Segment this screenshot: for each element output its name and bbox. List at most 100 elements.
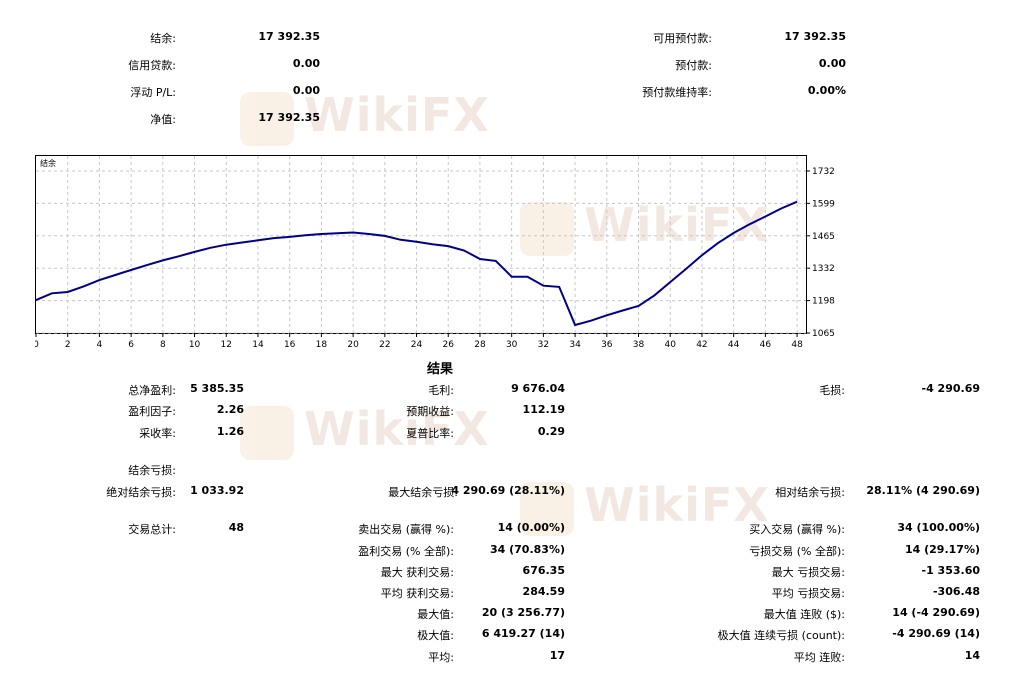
avg-consecutive-losses-value: 14 [964,649,980,662]
y-tick-label: 10652 [812,329,835,339]
free-margin-value: 17 392.35 [784,30,846,43]
x-tick-label: 46 [760,340,772,350]
maximal-loss-value: -4 290.69 (14) [892,627,980,640]
floating-pl-label: 浮动 P/L: [130,86,176,99]
y-tick-label: 17325 [812,167,835,177]
profit-factor-value: 2.26 [216,403,244,416]
maximal-profit-label: 极大值: [417,629,454,642]
x-tick-label: 44 [728,340,740,350]
wikifx-watermark: WikiFX [240,402,490,460]
x-tick-label: 2 [65,340,71,350]
x-tick-label: 16 [284,340,296,350]
largest-profit-value: 676.35 [522,564,565,577]
x-tick-label: 30 [506,340,518,350]
x-tick-label: 32 [538,340,549,350]
balance-label: 结余: [150,32,176,45]
margin-level-label: 预付款维持率: [642,86,712,99]
plot-frame [35,155,807,334]
balance-chart: 结余 0 2 4 6 8 10 12 14 16 18 20 22 24 26 28 30 32 34 36 38 40… [35,155,835,350]
x-tick-label: 48 [791,340,803,350]
net-profit-value: 5 385.35 [190,382,244,395]
x-tick-label: 4 [97,340,103,350]
sharpe-value: 0.29 [537,425,565,438]
y-tick-label: 14656 [812,232,835,242]
x-tick-label: 36 [601,340,613,350]
short-trades-value: 14 (0.00%) [497,521,565,534]
x-tick-label: 12 [221,340,232,350]
balance-value: 17 392.35 [258,30,320,43]
max-consecutive-wins-label: 最大值: [417,608,454,621]
balance-drawdown-label: 结余亏损: [128,464,176,477]
x-tick-label: 14 [252,340,264,350]
x-tick-label: 0 [35,340,39,350]
rel-drawdown-label: 相对结余亏损: [775,486,845,499]
gross-loss-label: 毛损: [819,384,845,397]
x-axis: 0 2 4 6 8 10 12 14 16 18 20 22 24 26 28 30 32 34 36 38 40 42 4… [35,333,803,350]
wikifx-watermark: WikiFX [520,478,770,536]
x-tick-label: 24 [411,340,423,350]
chart-grid [36,156,806,334]
wikifx-logo-icon [520,201,574,256]
maximal-profit-value: 6 419.27 (14) [481,627,565,640]
x-tick-label: 28 [474,340,486,350]
x-tick-label: 18 [316,340,328,350]
gross-profit-value: 9 676.04 [511,382,565,395]
expected-payoff-label: 预期收益: [406,405,454,418]
margin-value: 0.00 [818,57,846,70]
largest-loss-label: 最大 亏损交易: [771,566,845,579]
credit-value: 0.00 [292,57,320,70]
profit-factor-label: 盈利因子: [128,405,176,418]
credit-label: 信用贷款: [128,59,176,72]
max-consecutive-wins-value: 20 (3 256.77) [481,606,565,619]
x-tick-label: 38 [633,340,645,350]
margin-label: 预付款: [675,59,712,72]
avg-profit-label: 平均 获利交易: [380,587,454,600]
max-drawdown-value: 4 290.69 (28.11%) [451,484,565,497]
max-drawdown-label: 最大结余亏损: [388,486,458,499]
y-tick-label: 11987 [812,297,835,307]
profit-trades-value: 34 (70.83%) [489,543,565,556]
x-tick-label: 10 [189,340,201,350]
total-trades-label: 交易总计: [128,523,176,536]
wikifx-logo-icon [240,91,294,146]
maximal-loss-label: 极大值 连续亏损 (count): [717,629,845,642]
balance-line [35,200,798,327]
gross-loss-value: -4 290.69 [921,382,981,395]
largest-profit-label: 最大 获利交易: [380,566,454,579]
abs-drawdown-label: 绝对结余亏损: [106,486,176,499]
margin-level-value: 0.00% [807,84,846,97]
results-title: 结果 [426,362,453,377]
loss-trades-value: 14 (29.17%) [904,543,980,556]
avg-loss-value: -306.48 [932,585,980,598]
chart-legend-label: 结余 [40,158,56,168]
x-tick-label: 26 [443,340,455,350]
max-consecutive-losses-label: 最大值 连败 ($): [763,608,845,621]
floating-pl-value: 0.00 [292,84,320,97]
total-trades-value: 48 [228,521,244,534]
largest-loss-value: -1 353.60 [921,564,981,577]
loss-trades-label: 亏损交易 (% 全部): [749,545,845,558]
long-trades-value: 34 (100.00%) [897,521,980,534]
sharpe-label: 夏普比率: [406,427,454,440]
avg-consecutive-wins-label: 平均: [428,651,454,664]
equity-value: 17 392.35 [258,111,320,124]
x-tick-label: 22 [379,340,390,350]
short-trades-label: 卖出交易 (赢得 %): [358,523,454,536]
abs-drawdown-value: 1 033.92 [190,484,244,497]
gross-profit-label: 毛利: [428,384,454,397]
avg-consecutive-wins-value: 17 [549,649,565,662]
avg-loss-label: 平均 亏损交易: [771,587,845,600]
rel-drawdown-value: 28.11% (4 290.69) [866,484,980,497]
x-tick-label: 42 [696,340,707,350]
x-tick-label: 20 [347,340,359,350]
avg-profit-value: 284.59 [522,585,565,598]
equity-label: 净值: [150,113,176,126]
recovery-label: 采收率: [139,427,176,440]
x-tick-label: 40 [665,340,677,350]
max-consecutive-losses-value: 14 (-4 290.69) [892,606,980,619]
avg-consecutive-losses-label: 平均 连败: [793,651,845,664]
wikifx-watermark: WikiFX [520,198,770,256]
